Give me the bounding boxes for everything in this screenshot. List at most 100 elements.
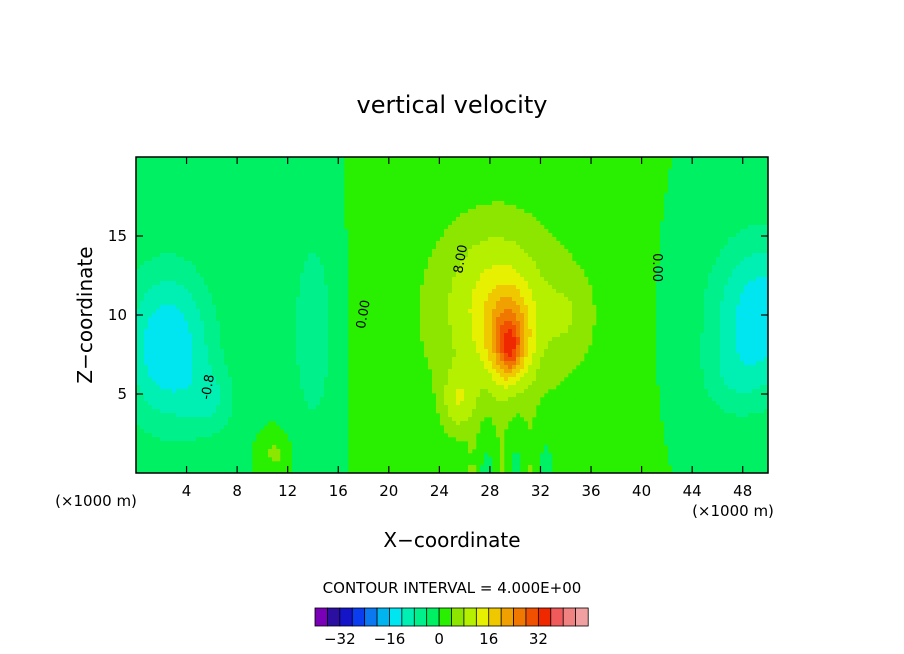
- field-cell: [500, 257, 505, 262]
- field-cell: [216, 217, 221, 222]
- field-cell: [492, 285, 497, 290]
- field-cell: [344, 237, 349, 242]
- field-cell: [488, 261, 493, 266]
- field-cell: [492, 249, 497, 254]
- field-cell: [520, 261, 525, 266]
- field-cell: [496, 297, 501, 302]
- field-cell: [680, 217, 685, 222]
- field-cell: [468, 261, 473, 266]
- field-cell: [272, 173, 277, 178]
- field-cell: [332, 297, 337, 302]
- field-cell: [304, 169, 309, 174]
- field-cell: [268, 333, 273, 338]
- field-cell: [176, 225, 181, 230]
- field-cell: [332, 269, 337, 274]
- field-cell: [228, 261, 233, 266]
- field-cell: [756, 241, 761, 246]
- field-cell: [548, 269, 553, 274]
- field-cell: [320, 245, 325, 250]
- field-cell: [136, 269, 141, 274]
- field-cell: [720, 333, 725, 338]
- field-cell: [512, 205, 517, 210]
- field-cell: [548, 317, 553, 322]
- field-cell: [760, 189, 765, 194]
- field-cell: [660, 313, 665, 318]
- field-cell: [460, 313, 465, 318]
- field-cell: [520, 301, 525, 306]
- field-cell: [144, 333, 149, 338]
- field-cell: [228, 225, 233, 230]
- field-cell: [488, 269, 493, 274]
- field-cell: [748, 225, 753, 230]
- field-cell: [460, 253, 465, 258]
- field-cell: [732, 205, 737, 210]
- field-cell: [464, 225, 469, 230]
- field-cell: [740, 165, 745, 170]
- field-cell: [232, 169, 237, 174]
- field-cell: [276, 181, 281, 186]
- field-cell: [240, 169, 245, 174]
- field-cell: [268, 233, 273, 238]
- field-cell: [460, 273, 465, 278]
- field-cell: [716, 233, 721, 238]
- field-cell: [704, 317, 709, 322]
- field-cell: [180, 161, 185, 166]
- field-cell: [172, 161, 177, 166]
- field-cell: [324, 161, 329, 166]
- field-cell: [196, 157, 201, 162]
- field-cell: [160, 297, 165, 302]
- field-cell: [212, 233, 217, 238]
- field-cell: [728, 157, 733, 162]
- field-cell: [280, 205, 285, 210]
- field-cell: [728, 237, 733, 242]
- field-cell: [144, 265, 149, 270]
- field-cell: [316, 337, 321, 342]
- field-cell: [196, 229, 201, 234]
- field-cell: [452, 233, 457, 238]
- field-cell: [740, 241, 745, 246]
- field-cell: [172, 177, 177, 182]
- field-cell: [260, 217, 265, 222]
- field-cell: [212, 309, 217, 314]
- field-cell: [708, 269, 713, 274]
- field-cell: [460, 285, 465, 290]
- field-cell: [524, 333, 529, 338]
- field-cell: [764, 297, 769, 302]
- field-cell: [752, 285, 757, 290]
- field-cell: [480, 277, 485, 282]
- field-cell: [236, 277, 241, 282]
- field-cell: [168, 241, 173, 246]
- field-cell: [688, 241, 693, 246]
- field-cell: [204, 329, 209, 334]
- field-cell: [292, 253, 297, 258]
- field-cell: [456, 257, 461, 262]
- field-cell: [468, 241, 473, 246]
- field-cell: [736, 273, 741, 278]
- field-cell: [440, 265, 445, 270]
- field-cell: [180, 237, 185, 242]
- field-cell: [208, 185, 213, 190]
- field-cell: [296, 297, 301, 302]
- field-cell: [484, 333, 489, 338]
- field-cell: [732, 297, 737, 302]
- field-cell: [536, 277, 541, 282]
- field-cell: [188, 169, 193, 174]
- field-cell: [268, 281, 273, 286]
- field-cell: [708, 317, 713, 322]
- field-cell: [496, 341, 501, 346]
- field-cell: [204, 261, 209, 266]
- field-cell: [196, 225, 201, 230]
- field-cell: [744, 257, 749, 262]
- field-cell: [296, 333, 301, 338]
- field-cell: [460, 281, 465, 286]
- field-cell: [188, 249, 193, 254]
- field-cell: [428, 321, 433, 326]
- field-cell: [252, 257, 257, 262]
- field-cell: [424, 277, 429, 282]
- field-cell: [148, 277, 153, 282]
- field-cell: [728, 257, 733, 262]
- field-cell: [760, 297, 765, 302]
- field-cell: [488, 225, 493, 230]
- field-cell: [504, 297, 509, 302]
- field-cell: [208, 169, 213, 174]
